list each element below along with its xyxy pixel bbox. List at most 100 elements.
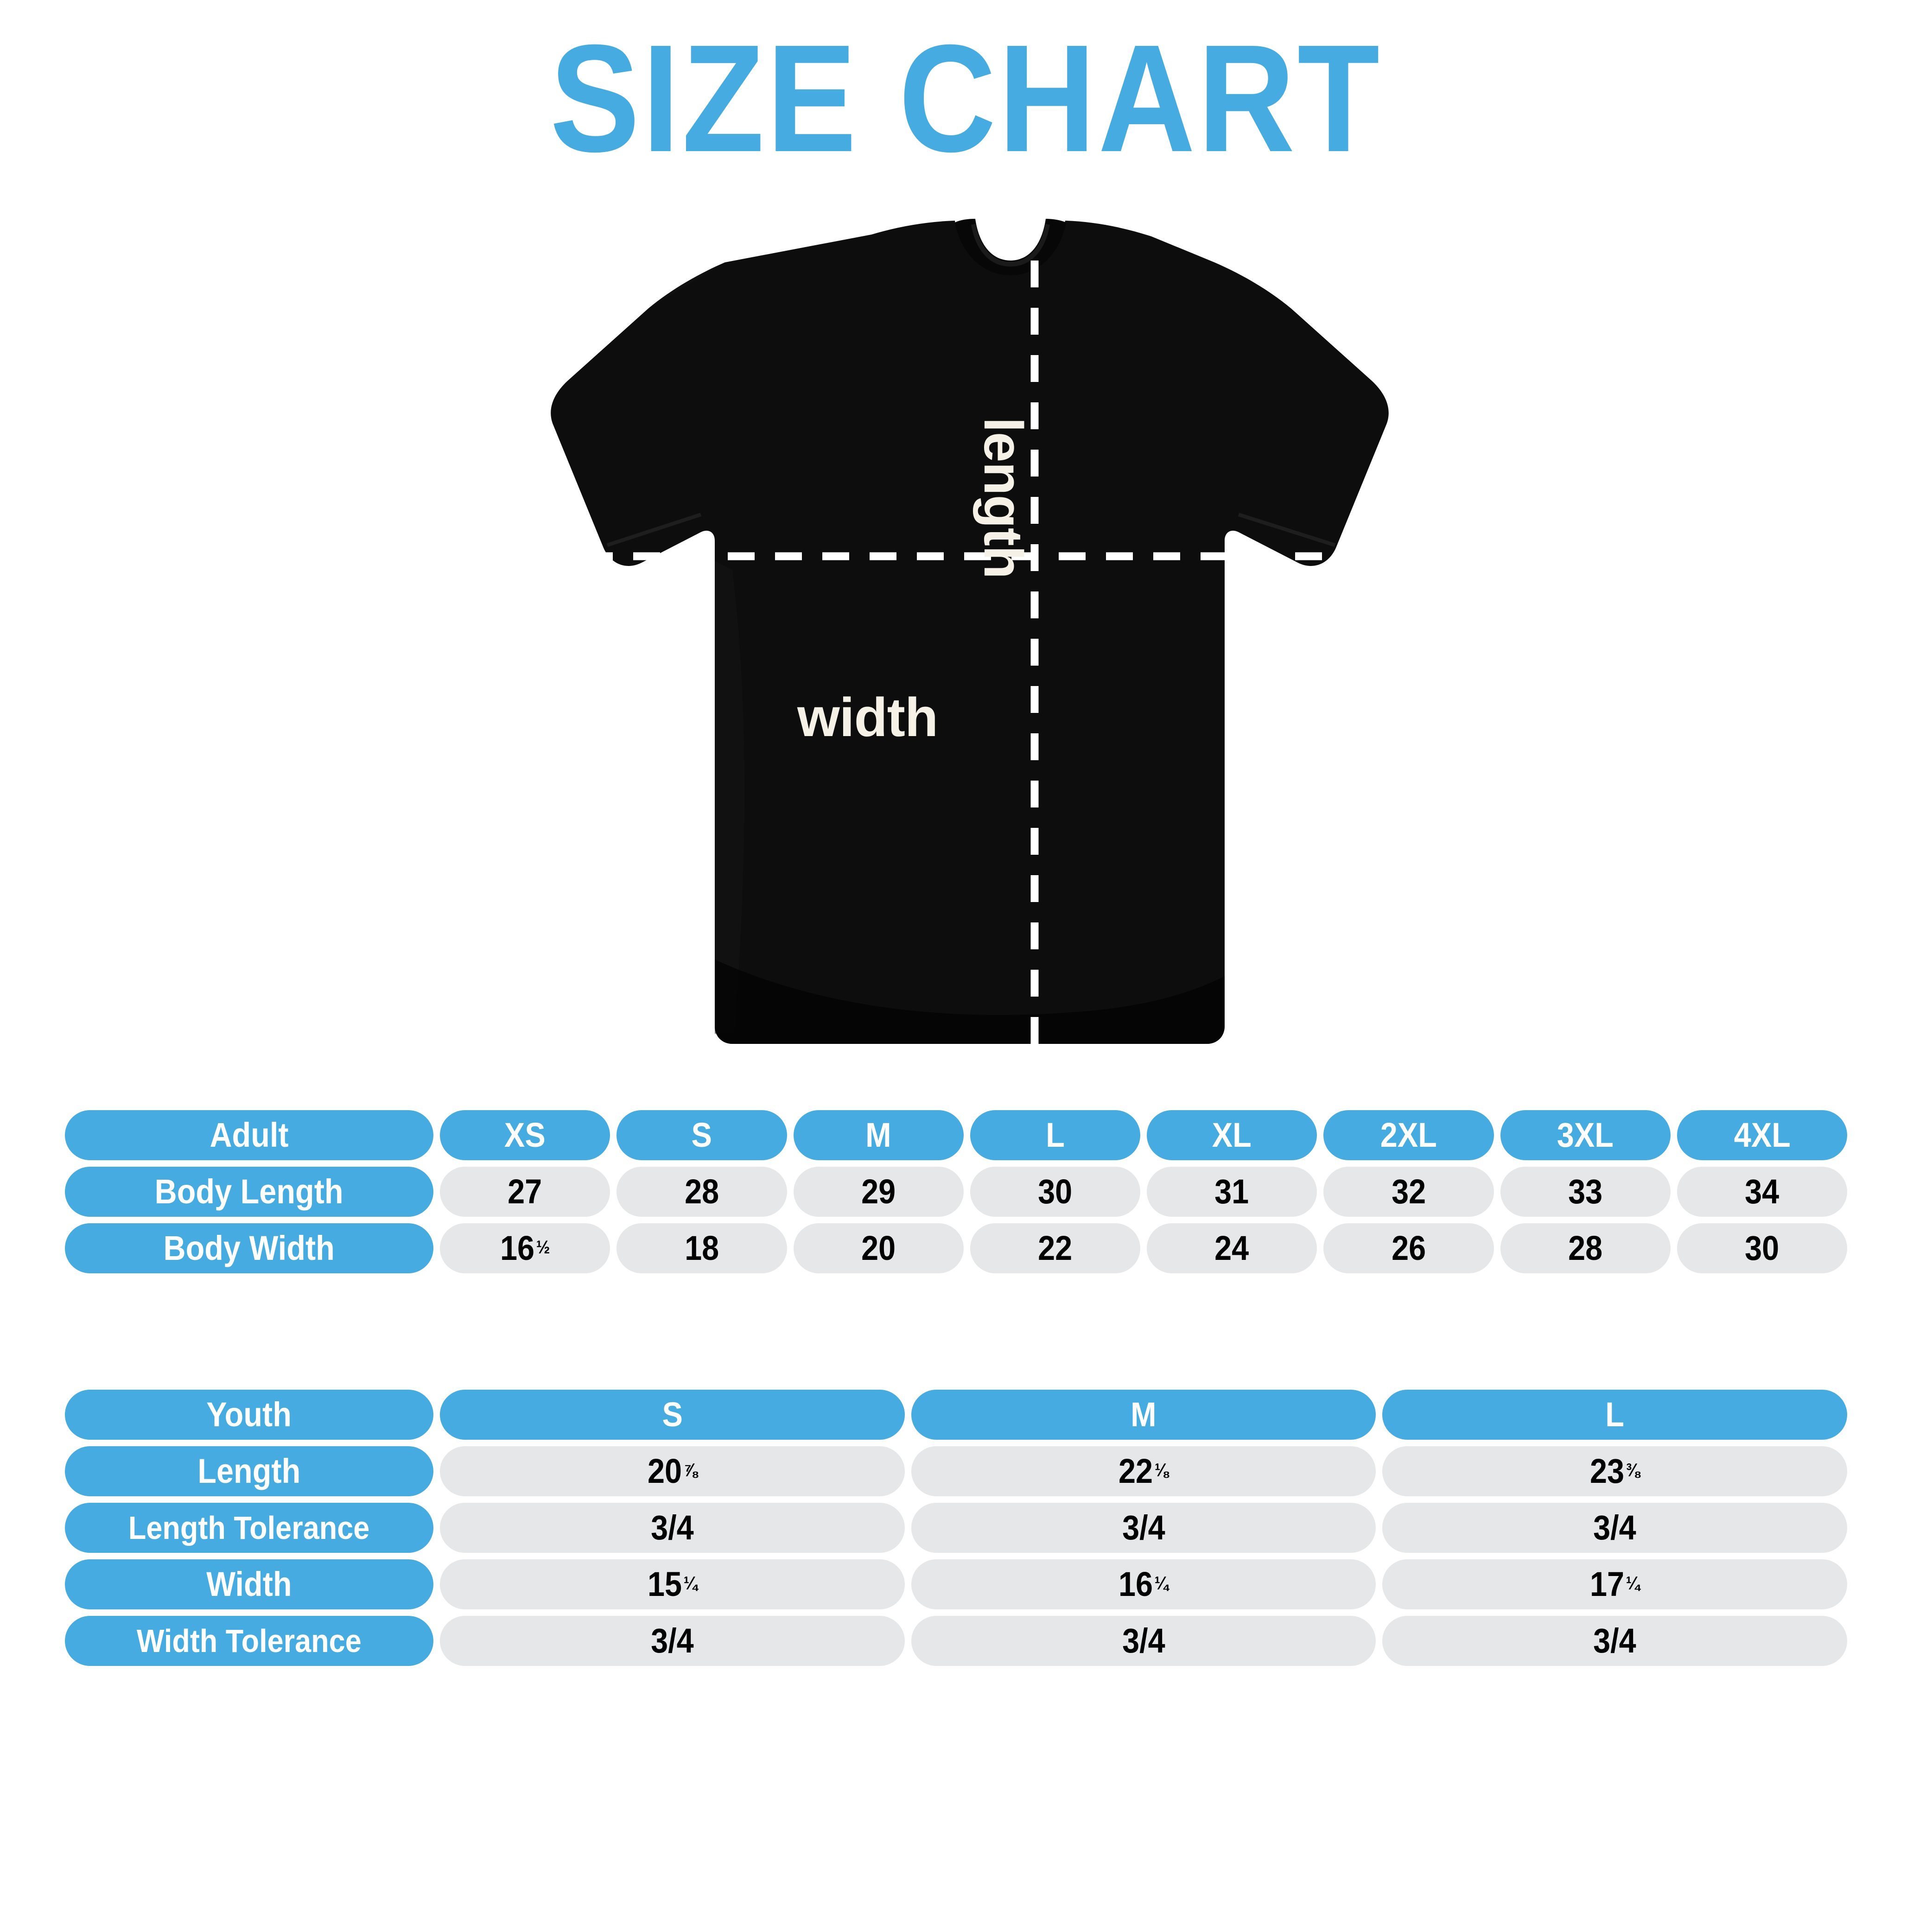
adult-col-xl[interactable]: XL [1147, 1110, 1317, 1160]
youth-width-tolerance-label: Width Tolerance [65, 1616, 433, 1666]
title-container: SIZE CHART [0, 13, 1932, 184]
youth-size-table: Youth S M L Length 20⅞ 22⅛ 23⅜ Length To… [65, 1390, 1848, 1666]
table-cell: 3/4 [1382, 1503, 1848, 1553]
adult-col-s-text: S [691, 1116, 712, 1154]
cell-value: 26 [1391, 1229, 1426, 1267]
cell-value: 16¼ [1119, 1565, 1169, 1603]
youth-length-label: Length [65, 1446, 433, 1496]
table-cell: 3/4 [1382, 1616, 1848, 1666]
youth-length-label-text: Length [197, 1452, 301, 1490]
adult-col-4xl-text: 4XL [1734, 1116, 1791, 1154]
fraction: ½ [536, 1237, 550, 1258]
youth-width-label-text: Width [206, 1565, 292, 1603]
table-cell: 30 [1677, 1223, 1847, 1273]
cell-value: 31 [1214, 1172, 1249, 1211]
table-cell: 15¼ [440, 1559, 905, 1609]
cell-value: 3/4 [1122, 1508, 1165, 1547]
tshirt-sleeve-hem-right [1238, 513, 1336, 547]
tshirt-shading-body [715, 561, 745, 1034]
adult-col-xl-text: XL [1212, 1116, 1252, 1154]
cell-value: 18 [684, 1229, 719, 1267]
youth-col-s-text: S [662, 1395, 683, 1434]
table-cell: 31 [1147, 1167, 1317, 1217]
table-cell: 3/4 [911, 1616, 1376, 1666]
adult-col-2xl-text: 2XL [1380, 1116, 1437, 1154]
youth-col-m-text: M [1131, 1395, 1157, 1434]
cell-value: 28 [684, 1172, 719, 1211]
adult-col-xs-text: XS [504, 1116, 546, 1154]
table-cell: 17¼ [1382, 1559, 1848, 1609]
table-cell: 3/4 [440, 1616, 905, 1666]
cell-value: 3/4 [651, 1621, 694, 1660]
adult-col-3xl-text: 3XL [1557, 1116, 1614, 1154]
adult-col-3xl[interactable]: 3XL [1500, 1110, 1671, 1160]
cell-value: 3/4 [1122, 1621, 1165, 1660]
table-cell: 16¼ [911, 1559, 1376, 1609]
fraction: ¼ [1154, 1573, 1169, 1594]
cell-value: 30 [1745, 1229, 1779, 1267]
table-cell: 28 [616, 1167, 787, 1217]
table-cell: 24 [1147, 1223, 1317, 1273]
cell-value: 33 [1568, 1172, 1603, 1211]
tshirt-shading-hem [715, 960, 1225, 1044]
cell-value: 29 [861, 1172, 896, 1211]
youth-header-label: Youth [65, 1390, 433, 1440]
fraction: ⅜ [1626, 1460, 1640, 1481]
cell-value: 17¼ [1589, 1565, 1640, 1603]
youth-width-row: Width 15¼ 16¼ 17¼ [65, 1559, 1848, 1609]
youth-width-tolerance-label-text: Width Tolerance [137, 1623, 362, 1659]
youth-col-l-text: L [1605, 1395, 1625, 1434]
youth-width-tolerance-row: Width Tolerance 3/4 3/4 3/4 [65, 1616, 1848, 1666]
adult-col-4xl[interactable]: 4XL [1677, 1110, 1847, 1160]
youth-width-label: Width [65, 1559, 433, 1609]
table-cell: 16½ [440, 1223, 610, 1273]
table-cell: 26 [1323, 1223, 1494, 1273]
youth-length-tolerance-row: Length Tolerance 3/4 3/4 3/4 [65, 1503, 1848, 1553]
table-cell: 18 [616, 1223, 787, 1273]
youth-length-tolerance-label: Length Tolerance [65, 1503, 433, 1553]
youth-col-l[interactable]: L [1382, 1390, 1848, 1440]
cell-value: 22⅛ [1119, 1452, 1169, 1490]
adult-body-length-row: Body Length 27 28 29 30 31 32 33 34 [65, 1167, 1847, 1217]
table-cell: 22⅛ [911, 1446, 1376, 1496]
cell-value: 16½ [500, 1229, 550, 1267]
cell-value: 3/4 [1593, 1621, 1636, 1660]
cell-value: 3/4 [1593, 1508, 1636, 1547]
adult-col-xs[interactable]: XS [440, 1110, 610, 1160]
table-cell: 29 [793, 1167, 964, 1217]
youth-header-row: Youth S M L [65, 1390, 1848, 1440]
table-cell: 22 [970, 1223, 1140, 1273]
youth-col-m[interactable]: M [911, 1390, 1376, 1440]
table-cell: 23⅜ [1382, 1446, 1848, 1496]
cell-value: 32 [1391, 1172, 1426, 1211]
adult-col-m-text: M [865, 1116, 891, 1154]
adult-col-m[interactable]: M [793, 1110, 964, 1160]
adult-col-2xl[interactable]: 2XL [1323, 1110, 1494, 1160]
youth-col-s[interactable]: S [440, 1390, 905, 1440]
tshirt-collar-band [971, 224, 1050, 267]
cell-value: 28 [1568, 1229, 1603, 1267]
fraction: ⅞ [683, 1460, 698, 1481]
adult-col-l[interactable]: L [970, 1110, 1140, 1160]
cell-value: 34 [1745, 1172, 1779, 1211]
cell-value: 15¼ [647, 1565, 698, 1603]
cell-value: 3/4 [651, 1508, 694, 1547]
cell-value: 24 [1214, 1229, 1249, 1267]
page-title: SIZE CHART [550, 13, 1382, 184]
table-cell: 3/4 [440, 1503, 905, 1553]
length-measurement-label: length [972, 417, 1034, 578]
adult-body-width-label: Body Width [65, 1223, 433, 1273]
adult-col-s[interactable]: S [616, 1110, 787, 1160]
tshirt-sleeve-hem-left [606, 513, 702, 547]
table-cell: 20⅞ [440, 1446, 905, 1496]
adult-size-table: Adult XS S M L XL 2XL 3XL 4XL Body Lengt… [65, 1110, 1847, 1273]
table-cell: 34 [1677, 1167, 1847, 1217]
adult-header-label-text: Adult [210, 1116, 289, 1154]
table-cell: 28 [1500, 1223, 1671, 1273]
fraction: ¼ [683, 1573, 698, 1594]
table-cell: 33 [1500, 1167, 1671, 1217]
table-cell: 20 [793, 1223, 964, 1273]
cell-value: 20 [861, 1229, 896, 1267]
youth-header-label-text: Youth [206, 1395, 292, 1434]
fraction: ¼ [1626, 1573, 1640, 1594]
